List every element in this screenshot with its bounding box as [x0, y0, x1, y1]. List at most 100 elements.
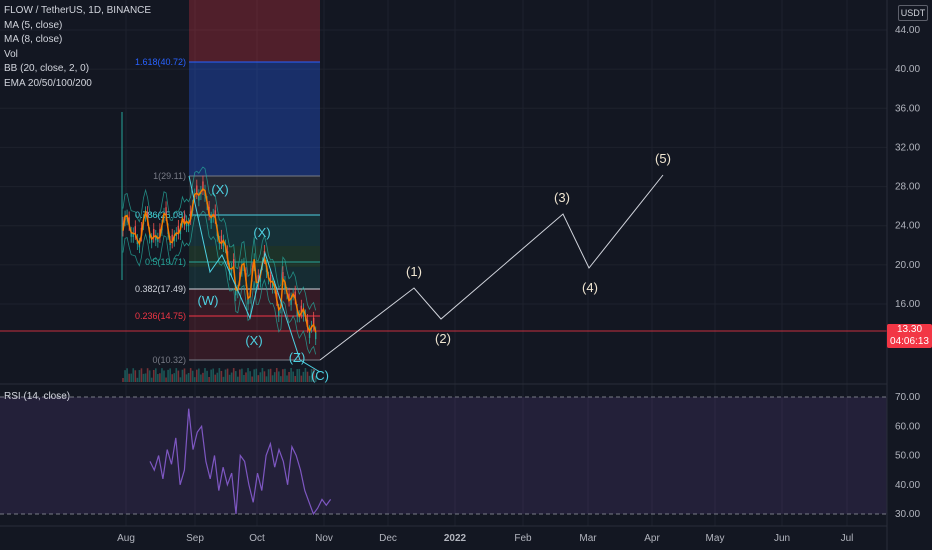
volume-bar	[200, 374, 202, 382]
candle-body	[179, 229, 182, 235]
candle-body	[278, 309, 280, 317]
volume-bar	[144, 373, 147, 382]
volume-bar	[296, 369, 299, 382]
rsi-axis: 70.00 60.00 50.00 40.00 30.00	[895, 392, 920, 520]
indicator-ema[interactable]: EMA 20/50/100/200	[4, 77, 92, 89]
candle-body	[132, 233, 134, 237]
corrective-wave-line	[188, 175, 321, 373]
fib-label: 0.382(17.49)	[135, 284, 186, 294]
time-axis[interactable]: Aug Sep Oct Nov Dec 2022 Feb Mar Apr May Jun Jul	[117, 533, 853, 544]
fib-label: 1(29.11)	[153, 171, 186, 181]
price-tick-label: 24.00	[895, 221, 920, 232]
candle-body	[247, 298, 249, 305]
volume-bar	[226, 368, 229, 382]
volume-bar	[241, 368, 243, 382]
volume-bar	[128, 373, 130, 382]
volume-bar	[187, 372, 190, 382]
current-price-value: 13.30	[896, 324, 923, 335]
candle-body	[165, 207, 167, 216]
volume-bar	[152, 369, 155, 382]
volume-bar	[282, 369, 284, 382]
volume-bar	[265, 376, 268, 382]
volume-bar	[253, 369, 255, 382]
volume-bar	[157, 374, 159, 382]
rsi-tick-label: 40.00	[895, 480, 920, 491]
fibonacci-zones	[189, 0, 320, 360]
indicator-ma5[interactable]: MA (5, close)	[4, 19, 63, 31]
candle-body	[183, 216, 186, 225]
bb-lower	[122, 210, 317, 355]
indicator-bb[interactable]: BB (20, close, 2, 0)	[4, 63, 90, 74]
volume-bar	[232, 368, 235, 382]
price-tick-label: 28.00	[895, 182, 920, 193]
volume-bar	[222, 376, 225, 382]
volume-bar	[224, 369, 227, 382]
candle-body	[296, 309, 298, 317]
volume-bar	[306, 371, 309, 382]
wave-label-corrective: (C)	[311, 368, 329, 383]
volume-bar	[310, 369, 313, 382]
volume-bar	[280, 376, 282, 382]
volume-bar	[234, 371, 237, 382]
volume-bar	[204, 368, 206, 382]
volume-bar	[286, 375, 288, 382]
indicator-ma8[interactable]: MA (8, close)	[4, 34, 63, 45]
wave-label-corrective: (X)	[211, 182, 228, 197]
bb-upper	[122, 166, 317, 311]
volume-bar	[167, 369, 169, 382]
wave-label-projection: (4)	[582, 280, 598, 295]
candle-body	[177, 225, 180, 234]
volume-bar	[255, 368, 258, 382]
candle-body	[235, 289, 237, 296]
wave-label-corrective: (X)	[253, 225, 270, 240]
symbol-title[interactable]: FLOW / TetherUS, 1D, BINANCE	[4, 5, 152, 16]
volume-bar	[271, 375, 274, 382]
candle-body	[222, 240, 225, 247]
volume-bar	[249, 371, 251, 382]
time-tick-label: Mar	[579, 533, 597, 544]
volume-bar	[138, 370, 141, 382]
price-tick-label: 40.00	[895, 64, 920, 75]
candle-body	[257, 275, 259, 283]
countdown-timer: 04:06:13	[890, 336, 929, 347]
volume-bar	[294, 375, 296, 382]
indicator-vol[interactable]: Vol	[4, 48, 18, 60]
candle-body	[259, 275, 262, 282]
volume-bar	[292, 371, 294, 382]
candle-body	[312, 317, 315, 325]
price-tick-label: 44.00	[895, 25, 920, 36]
fib-lines: 1.618(40.72) 1(29.11) 0.786(25.08) 0.5(19.7…	[135, 57, 320, 365]
fib-zone-red	[189, 289, 320, 360]
volume-bar	[206, 370, 208, 382]
volume-bar	[298, 368, 301, 382]
candle-body	[315, 332, 317, 340]
candle-body	[308, 331, 311, 338]
volume-bar	[173, 373, 176, 382]
volume-bar	[134, 370, 137, 382]
current-price-box: 13.30 04:06:13	[887, 324, 932, 348]
volume-bar	[189, 368, 192, 382]
candle-body	[128, 217, 130, 226]
price-tick-label: 36.00	[895, 103, 920, 114]
volume-bar	[245, 372, 247, 382]
time-tick-label: Aug	[117, 533, 135, 544]
volume-bar	[146, 368, 149, 382]
volume-bar	[159, 373, 161, 382]
volume-bar	[251, 376, 253, 382]
price-candles	[121, 112, 321, 382]
volume-bar	[212, 368, 214, 382]
volume-bar	[183, 368, 186, 382]
volume-bar	[169, 368, 171, 382]
candle-body	[294, 291, 296, 299]
time-tick-label: Sep	[186, 533, 204, 544]
volume-bar	[196, 369, 198, 382]
volume-bar	[243, 374, 245, 382]
currency-badge[interactable]: USDT	[898, 5, 928, 21]
candle-body	[290, 298, 292, 305]
fib-label: 0(10.32)	[152, 355, 186, 365]
candle-body	[198, 195, 200, 201]
candle-body	[138, 243, 141, 248]
rsi-legend[interactable]: RSI (14, close)	[4, 391, 71, 402]
candle-body	[210, 217, 212, 224]
